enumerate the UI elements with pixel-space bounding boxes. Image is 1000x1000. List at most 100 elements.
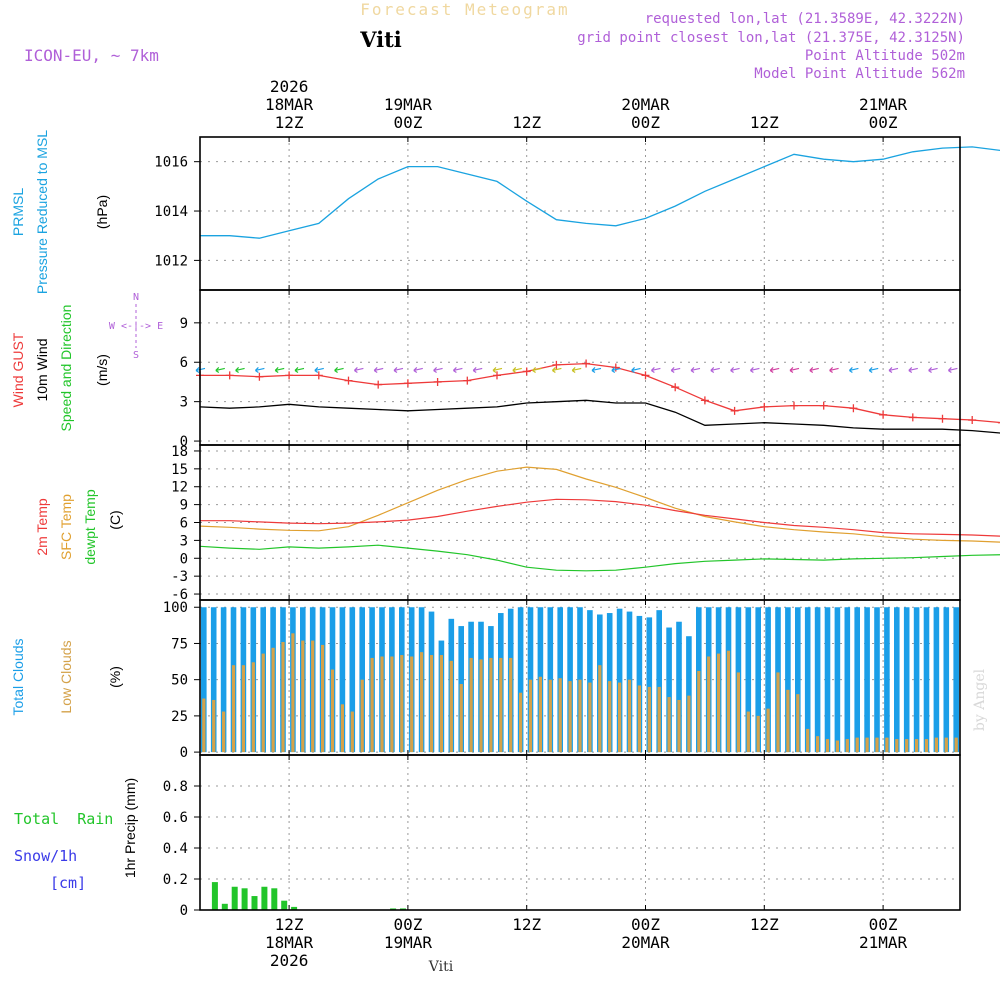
low-cloud-bar: [736, 672, 740, 753]
low-cloud-bar: [311, 640, 315, 753]
low-cloud-bar: [934, 737, 938, 753]
gust-marker: [344, 376, 353, 385]
low-cloud-bar: [796, 694, 800, 753]
wind-direction-arrow: [413, 367, 423, 373]
gust-marker: [582, 359, 591, 368]
time-axis-label: 20MAR: [621, 95, 670, 114]
wind-unit: (m/s): [94, 354, 110, 386]
low-cloud-bar: [380, 656, 384, 753]
low-cloud-bar: [528, 679, 533, 753]
low-cloud-bar: [360, 679, 364, 753]
gust-marker: [700, 396, 709, 405]
gust-marker: [552, 360, 561, 369]
wind-direction-arrow: [908, 367, 918, 373]
total-cloud-bar: [933, 607, 940, 753]
temperature-panel: -6 -3 0 36 9 12 15 18: [171, 444, 1000, 603]
total-cloud-bar: [517, 607, 524, 753]
wind-line: [199, 399, 1000, 434]
low-cloud-bar: [291, 633, 295, 753]
time-axis-label: 00Z: [631, 113, 660, 132]
gust-marker: [255, 372, 264, 381]
total-cloud-bar: [795, 607, 801, 753]
low-cloud-bar: [548, 679, 552, 753]
gust-marker: [433, 377, 442, 386]
y-tick-label: 0.8: [163, 779, 188, 795]
low-cloud-bar: [479, 659, 483, 753]
time-axis-label: 19MAR: [384, 95, 433, 114]
gust-marker: [908, 413, 917, 422]
gust-marker: [314, 371, 323, 380]
compass-we: W <-|-> E: [109, 321, 163, 332]
low-cloud-bar: [835, 740, 839, 753]
low-cloud-bar: [340, 704, 344, 753]
time-axis-label: 2026: [270, 77, 309, 96]
wind-direction-arrow: [334, 367, 344, 373]
low-cloud-bar: [499, 657, 503, 753]
low-cloud-bar: [776, 672, 780, 753]
total-cloud-bar: [646, 617, 653, 753]
gust-marker: [879, 410, 888, 419]
prmsl-label: PRMSL: [10, 188, 26, 236]
pressure-panel: 1012 1014 1016: [154, 136, 1000, 291]
total-cloud-bar: [676, 621, 682, 753]
y-tick-label: -6: [171, 587, 188, 603]
gridpoint-coords: grid point closest lon,lat (21.375E, 42.…: [577, 30, 965, 46]
sfctemp-label: SFC Temp: [58, 494, 74, 560]
wind-direction-arrow: [373, 367, 384, 373]
y-tick-label: 0.2: [163, 872, 188, 888]
y-tick-label: 1014: [154, 204, 188, 220]
total-cloud-bar: [874, 607, 880, 753]
wind-direction-arrow: [492, 367, 503, 373]
low-cloud-bar: [865, 737, 869, 753]
compass-s: S: [133, 350, 139, 361]
time-axis-label: 21MAR: [859, 933, 908, 952]
rain-bar: [251, 896, 258, 910]
y-tick-label: 75: [171, 636, 188, 652]
location-title: Viti: [359, 27, 402, 52]
low-cloud-bar: [459, 684, 463, 753]
low-cloud-bar: [756, 715, 760, 753]
wind-label: 10m Wind: [34, 338, 50, 401]
total-cloud-bar: [884, 607, 890, 753]
wind-direction-arrow: [631, 367, 641, 373]
gust-marker: [760, 402, 769, 411]
total-cloud-bar: [864, 607, 870, 753]
wind-direction-arrow: [314, 367, 324, 373]
gust-marker: [493, 371, 501, 380]
wind-direction-arrow: [274, 367, 285, 373]
rain-bar: [261, 886, 268, 910]
low-cloud-bar: [568, 681, 572, 753]
gust-marker: [225, 371, 234, 380]
total-cloud-bar: [844, 607, 851, 753]
low-cloud-bar: [588, 682, 592, 753]
y-tick-label: 3: [180, 395, 188, 411]
wind-direction-arrow: [730, 367, 740, 373]
low-cloud-bar: [400, 655, 404, 753]
wind-direction-arrow: [947, 367, 958, 373]
y-tick-label: 100: [163, 600, 188, 616]
low-cloud-bar: [202, 698, 206, 753]
y-tick-label: 1012: [154, 253, 188, 269]
low-cloud-bar: [489, 657, 493, 753]
total-cloud-bar: [923, 607, 930, 753]
dewpt-label: dewpt Temp: [82, 489, 98, 564]
low-cloud-bar: [924, 739, 929, 753]
low-cloud-bar: [697, 670, 701, 753]
wind-direction-arrow: [789, 367, 800, 373]
y-tick-label: 1016: [154, 155, 188, 171]
low-cloud-bar: [627, 679, 632, 753]
gust-marker: [285, 371, 294, 380]
time-axis-label: 12Z: [750, 113, 779, 132]
rain-bar: [211, 882, 218, 910]
low-cloud-bar: [558, 678, 562, 753]
wind-direction-arrow: [829, 367, 839, 373]
y-tick-label: 0: [180, 551, 188, 567]
low-cloud-bar: [637, 685, 641, 753]
wind-direction-arrow: [868, 367, 879, 373]
snow-label: Snow/1h: [14, 847, 77, 865]
total-cloud-bar: [666, 627, 672, 753]
time-axis-label: 12Z: [512, 915, 541, 934]
requested-coords: requested lon,lat (21.3589E, 42.3222N): [645, 11, 965, 27]
temp-unit: (C): [107, 510, 123, 529]
